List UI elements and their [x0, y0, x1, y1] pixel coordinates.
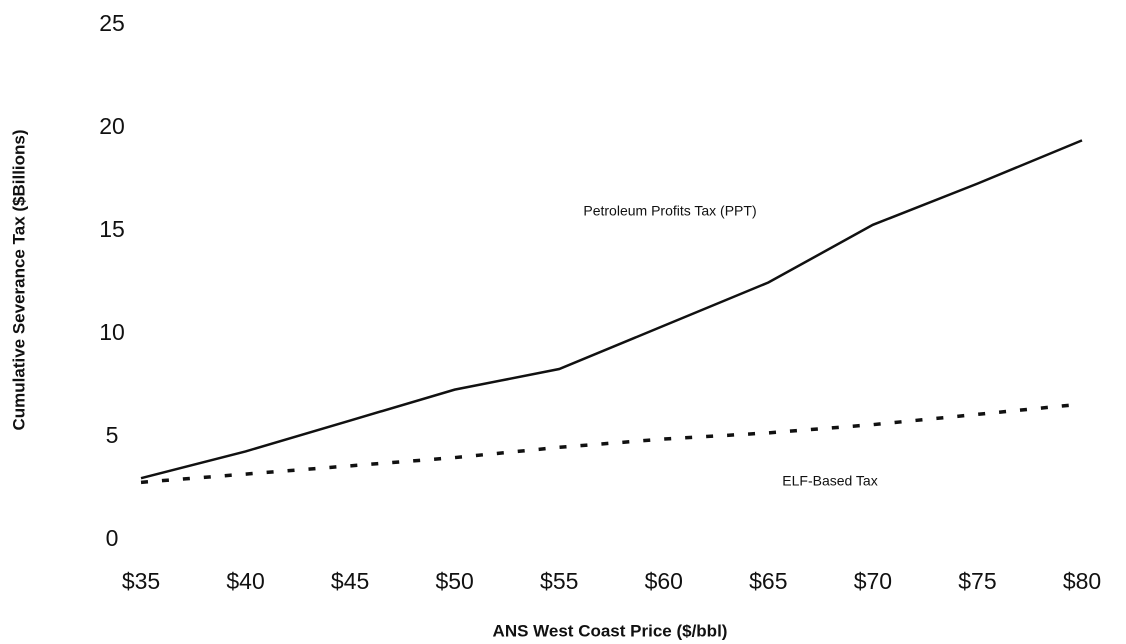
y-tick-label: 25	[99, 10, 125, 36]
series-label: ELF-Based Tax	[782, 473, 877, 489]
y-tick-label: 20	[99, 113, 125, 139]
y-tick-label: 10	[99, 319, 125, 345]
x-tick-label: $70	[854, 568, 892, 594]
x-tick-label: $80	[1063, 568, 1101, 594]
y-tick-label: 0	[106, 525, 119, 551]
x-tick-label: $75	[958, 568, 996, 594]
series-line	[140, 139, 1083, 480]
x-tick-label: $65	[749, 568, 787, 594]
x-tick-label: $40	[226, 568, 264, 594]
y-tick-label: 5	[106, 422, 119, 448]
series-line	[140, 402, 1083, 485]
x-tick-label: $50	[435, 568, 473, 594]
y-tick-label: 15	[99, 216, 125, 242]
x-tick-label: $35	[122, 568, 160, 594]
x-axis-title: ANS West Coast Price ($/bbl)	[493, 621, 728, 640]
x-tick-label: $55	[540, 568, 578, 594]
series-label: Petroleum Profits Tax (PPT)	[583, 203, 756, 219]
x-tick-label: $60	[645, 568, 683, 594]
y-axis-title: Cumulative Severance Tax ($Billions)	[9, 129, 28, 430]
x-tick-label: $45	[331, 568, 369, 594]
